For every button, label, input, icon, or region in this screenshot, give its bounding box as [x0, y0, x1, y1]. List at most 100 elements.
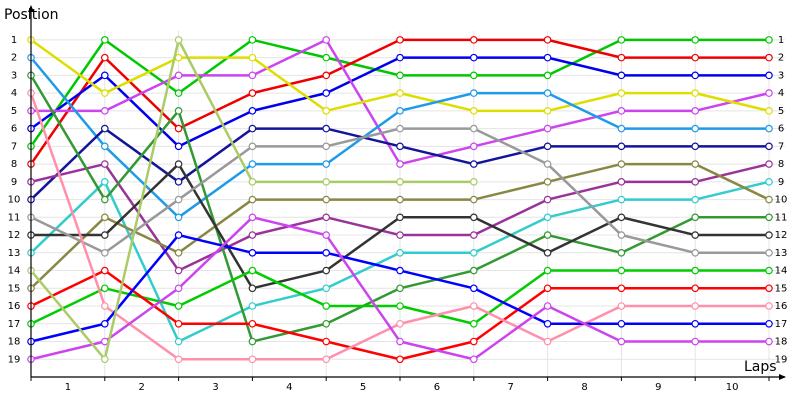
point	[248, 178, 257, 186]
point	[101, 231, 109, 239]
point	[174, 142, 183, 151]
point	[396, 89, 404, 97]
point	[248, 71, 257, 80]
point	[322, 266, 331, 275]
point	[765, 319, 773, 328]
point	[617, 107, 626, 115]
point	[174, 319, 183, 328]
point	[691, 284, 700, 293]
point	[248, 124, 257, 133]
point	[248, 160, 257, 168]
point	[543, 213, 552, 222]
point	[543, 142, 552, 151]
point	[469, 337, 478, 346]
point	[617, 302, 626, 310]
point	[396, 107, 404, 115]
y-tick-label-right: 19	[775, 354, 788, 365]
point	[617, 248, 626, 257]
point	[691, 248, 700, 257]
point	[469, 89, 478, 97]
point	[101, 213, 109, 222]
y-tick-label: 12	[8, 230, 21, 241]
point	[469, 36, 478, 44]
point	[543, 319, 552, 328]
point	[617, 36, 626, 44]
y-tick-label-right: 5	[778, 106, 784, 117]
point	[543, 248, 552, 257]
point	[617, 124, 626, 133]
point	[248, 36, 257, 44]
y-tick-label: 9	[11, 177, 17, 188]
x-tick-label: 3	[212, 382, 218, 393]
point	[174, 266, 183, 275]
point	[469, 319, 478, 328]
point	[617, 231, 626, 239]
point	[101, 160, 109, 168]
point	[322, 89, 331, 97]
point	[174, 178, 183, 186]
y-tick-label-right: 8	[778, 159, 784, 170]
point	[396, 195, 404, 204]
point	[101, 124, 109, 133]
point	[101, 71, 109, 80]
y-tick-label-right: 15	[775, 283, 788, 294]
point	[617, 142, 626, 151]
point	[248, 248, 257, 257]
point	[691, 319, 700, 328]
point	[174, 124, 183, 133]
point	[765, 195, 773, 204]
x-tick-label: 10	[726, 382, 739, 393]
y-tick-label-right: 7	[778, 141, 784, 152]
point	[543, 71, 552, 80]
point	[691, 337, 700, 346]
point	[322, 36, 331, 44]
point	[617, 213, 626, 222]
point	[248, 107, 257, 115]
point	[469, 178, 478, 186]
y-tick-label: 17	[8, 319, 21, 330]
point	[248, 231, 257, 239]
point	[322, 302, 331, 310]
point	[396, 53, 404, 62]
y-tick-label: 4	[11, 88, 17, 99]
layer	[27, 36, 773, 364]
point	[691, 53, 700, 62]
point	[469, 53, 478, 62]
y-tick-label-right: 2	[778, 53, 784, 64]
point	[101, 284, 109, 293]
point	[469, 107, 478, 115]
y-tick-label-right: 14	[775, 266, 788, 277]
y-tick-label: 3	[11, 70, 17, 81]
point	[322, 284, 331, 293]
point	[543, 89, 552, 97]
point	[543, 160, 552, 168]
point	[174, 248, 183, 257]
point	[765, 142, 773, 151]
point	[765, 284, 773, 293]
point	[101, 266, 109, 275]
point	[617, 53, 626, 62]
point	[248, 302, 257, 310]
point	[691, 195, 700, 204]
point	[396, 213, 404, 222]
point	[174, 160, 183, 168]
point	[174, 36, 183, 44]
point	[617, 89, 626, 97]
y-tick-label: 11	[8, 212, 21, 223]
x-tick-label: 8	[581, 382, 587, 393]
point	[691, 178, 700, 186]
point	[396, 124, 404, 133]
point	[469, 213, 478, 222]
point	[101, 107, 109, 115]
x-tick-label: 7	[508, 382, 514, 393]
point	[396, 71, 404, 80]
point	[691, 71, 700, 80]
point	[469, 355, 478, 364]
point	[396, 142, 404, 151]
point	[765, 53, 773, 62]
point	[101, 89, 109, 97]
point	[765, 213, 773, 222]
point	[322, 160, 331, 168]
point	[691, 142, 700, 151]
point	[248, 89, 257, 97]
